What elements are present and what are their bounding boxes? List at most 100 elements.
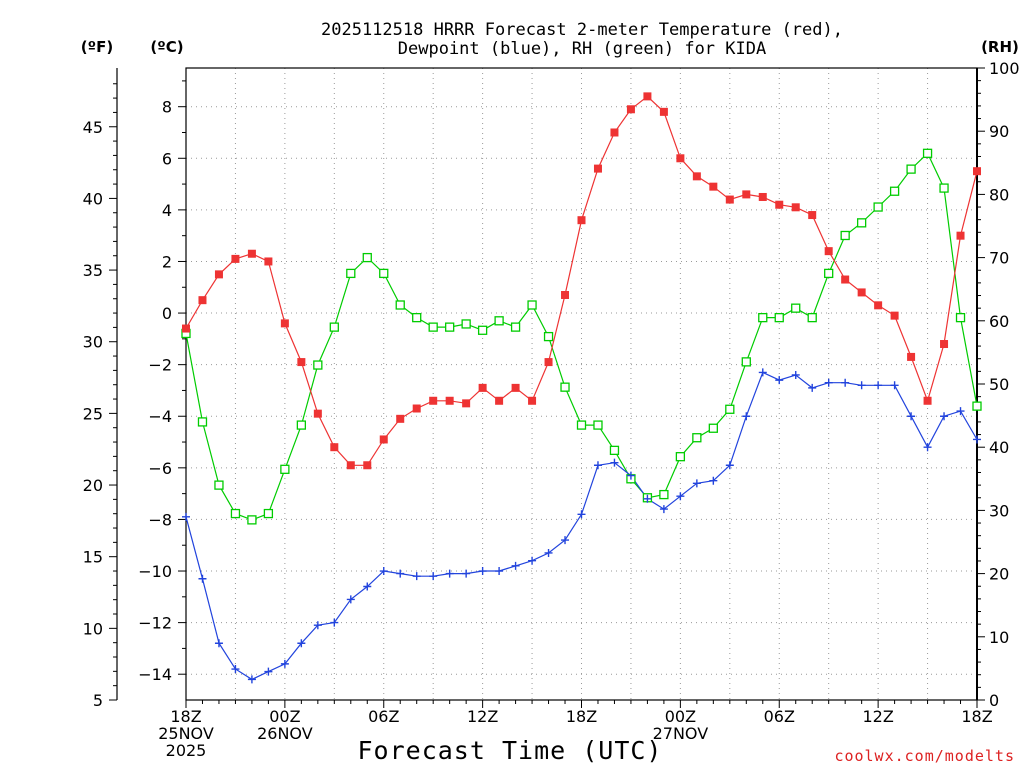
dewpoint-point: [198, 574, 207, 583]
rh-point: [461, 319, 471, 329]
fahrenheit-unit-label: (ºF): [81, 38, 113, 56]
rh-point: [609, 445, 620, 456]
rh-point: [922, 148, 933, 158]
rh-point: [873, 202, 883, 212]
rh-point: [708, 423, 718, 433]
temperature-point: [528, 396, 537, 405]
rh-point: [972, 401, 982, 411]
rh-point: [313, 360, 323, 370]
dewpoint-point: [742, 412, 751, 421]
dewpoint-point: [363, 582, 372, 591]
rh-point: [889, 186, 900, 196]
celsius-tick-label: −8: [148, 510, 172, 529]
rh-point: [593, 420, 603, 430]
rh-point: [939, 183, 949, 193]
fahrenheit-tick-label: 25: [83, 404, 103, 423]
rh-point: [675, 452, 686, 462]
temperature-point: [231, 254, 240, 263]
temperature-line: [185, 95, 978, 466]
rh-point: [741, 357, 751, 367]
rh-point: [379, 268, 389, 279]
temperature-point: [775, 200, 784, 209]
celsius-tick-label: 4: [162, 201, 172, 220]
fahrenheit-tick-label: 45: [83, 118, 103, 137]
dewpoint-point: [396, 569, 405, 578]
temperature-point: [758, 192, 767, 201]
rh-unit-label: (RH): [981, 38, 1019, 56]
rh-tick-label: 60: [989, 312, 1009, 331]
temperature-point: [742, 190, 751, 199]
dewpoint-point: [313, 621, 322, 630]
temperature-point: [841, 275, 850, 284]
rh-point: [840, 230, 850, 241]
dewpoint-point: [725, 461, 734, 470]
temperature-point: [478, 383, 487, 392]
dewpoint-point: [478, 567, 487, 576]
temperature-point: [396, 414, 405, 423]
rh-tick-label: 40: [989, 438, 1009, 457]
rh-tick-label: 100: [989, 59, 1020, 78]
x-tick-label: 06Z: [368, 707, 399, 726]
grid-lines: [186, 68, 977, 700]
temperature-point: [313, 409, 322, 418]
rh-point: [445, 322, 455, 332]
temperature-point: [544, 358, 553, 367]
rh-point: [214, 480, 224, 490]
temperature-point: [791, 203, 800, 212]
rh-point: [296, 420, 307, 430]
temperature-point: [725, 195, 734, 204]
dewpoint-point: [890, 381, 899, 390]
temperature-point: [297, 358, 306, 367]
dewpoint-point: [214, 639, 223, 648]
temperature-point: [626, 105, 635, 114]
rh-point: [477, 325, 488, 335]
rh-point: [758, 312, 768, 323]
rh-tick-label: 30: [989, 501, 1009, 520]
dewpoint-point: [643, 494, 652, 503]
temperature-point: [495, 396, 504, 405]
temperature-point: [330, 443, 339, 452]
dewpoint-point: [577, 510, 586, 519]
fahrenheit-tick-label: 15: [83, 548, 103, 567]
rh-point: [543, 331, 554, 342]
temperature-point: [593, 164, 602, 173]
x-axis-title: Forecast Time (UTC): [358, 736, 663, 765]
temperature-point: [610, 128, 619, 137]
rh-point: [346, 268, 356, 279]
rh-point: [197, 417, 208, 427]
dewpoint-point: [445, 569, 454, 578]
dewpoint-point: [709, 476, 718, 485]
rh-point: [560, 382, 570, 392]
temperature-point: [956, 231, 965, 240]
chart-title-line1: 2025112518 HRRR Forecast 2-meter Tempera…: [321, 20, 843, 40]
rh-point: [527, 300, 537, 310]
dewpoint-point: [907, 412, 916, 421]
dewpoint-point: [495, 567, 504, 576]
dewpoint-point: [923, 443, 932, 452]
dewpoint-point: [824, 378, 833, 387]
dewpoint-point: [857, 381, 866, 390]
dewpoint-point: [280, 659, 289, 668]
dewpoint-point: [791, 370, 800, 379]
celsius-tick-label: −10: [138, 562, 172, 581]
fahrenheit-tick-label: 30: [83, 333, 103, 352]
rh-tick-label: 20: [989, 565, 1009, 584]
temperature-point: [808, 211, 817, 220]
temperature-point: [709, 182, 718, 191]
rh-point: [510, 322, 521, 332]
dewpoint-point: [182, 512, 190, 521]
dewpoint-point: [412, 572, 421, 581]
x-tick-label: 00Z: [269, 707, 300, 726]
rh-point: [280, 464, 290, 474]
temperature-point: [511, 383, 520, 392]
dewpoint-point: [758, 368, 767, 377]
temperature-point: [198, 296, 207, 305]
x-tick-label: 12Z: [467, 707, 498, 726]
dewpoint-point: [775, 376, 784, 385]
chart-title-line2: Dewpoint (blue), RH (green) for KIDA: [398, 39, 766, 59]
x-tick-label: 26NOV: [257, 724, 313, 743]
dewpoint-point: [379, 567, 388, 576]
temperature-point: [659, 107, 668, 116]
temperature-point: [907, 352, 916, 361]
x-tick-label: 12Z: [862, 707, 893, 726]
